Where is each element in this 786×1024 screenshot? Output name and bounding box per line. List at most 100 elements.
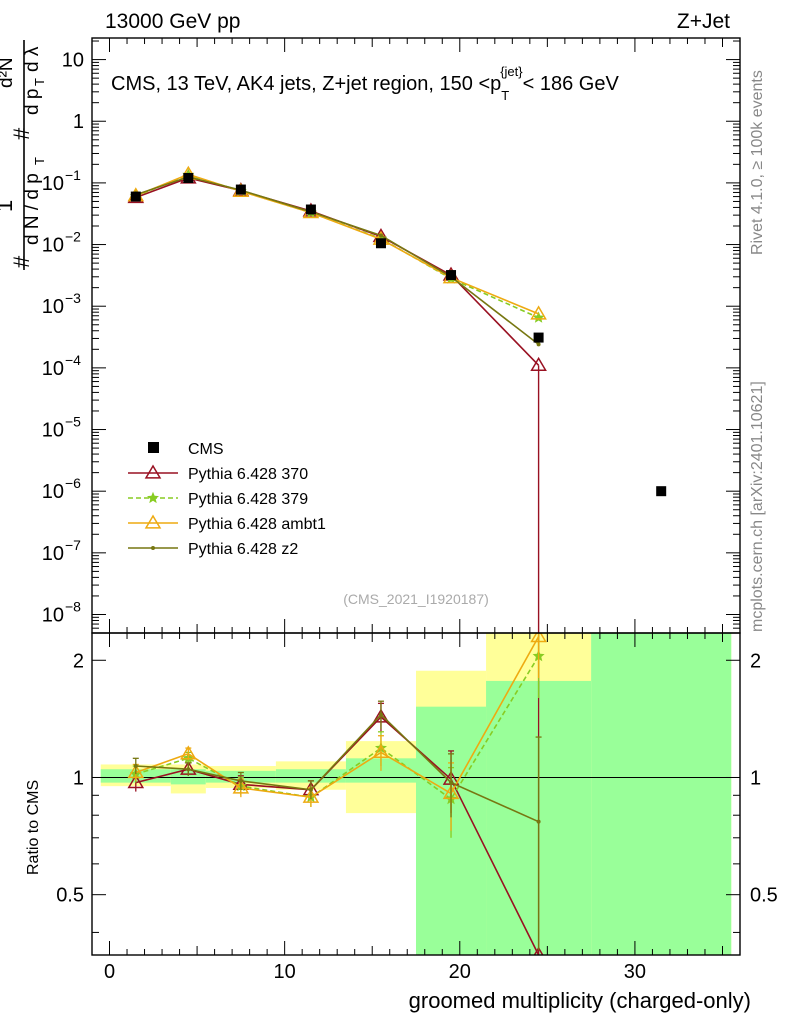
ratio-point-2-2 bbox=[232, 779, 250, 794]
x-tick-label-0: 0 bbox=[104, 961, 115, 983]
series-1 bbox=[129, 168, 545, 323]
series-2 bbox=[127, 165, 547, 320]
series-point-0-6 bbox=[530, 356, 547, 371]
ratio-point-3-4 bbox=[378, 712, 383, 717]
x-tick-label-2: 20 bbox=[449, 961, 471, 983]
x-tick-label-1: 10 bbox=[274, 961, 296, 983]
legend-item-cms: CMS bbox=[148, 441, 224, 458]
header-process: Z+Jet bbox=[677, 10, 730, 33]
ratio-bands bbox=[92, 633, 740, 955]
ratio-point-3-5 bbox=[449, 780, 454, 785]
band-green-1 bbox=[170, 769, 206, 785]
legend-item-3: Pythia 6.428 z2 bbox=[128, 541, 298, 558]
series-point-2-6 bbox=[530, 305, 547, 320]
ratio-point-2-3 bbox=[302, 788, 320, 803]
series-point-3-4 bbox=[378, 233, 383, 238]
y-tick-label-2: 10 bbox=[42, 173, 64, 195]
cms-point-0 bbox=[130, 191, 141, 202]
ratio-point-3-0 bbox=[133, 764, 138, 769]
ratio-tick-label-l-2: 0.5 bbox=[56, 885, 84, 907]
y-tick-label-8: 10 bbox=[42, 543, 64, 565]
ratio-frame bbox=[91, 632, 741, 956]
y-tick-label-9: 10 bbox=[42, 605, 64, 627]
ratio-tick-label-l-1: 1 bbox=[73, 767, 84, 789]
series-line-0 bbox=[135, 177, 540, 366]
main-y-axis-label: # d N / d p T 1 # d p T d λ d²N bbox=[0, 40, 47, 270]
cms-point-3 bbox=[305, 204, 316, 215]
legend-label-3: Pythia 6.428 z2 bbox=[188, 541, 298, 558]
y-tick-exp-6: −5 bbox=[65, 414, 81, 430]
series-point-1-6 bbox=[532, 311, 545, 323]
legend-marker-0 bbox=[144, 464, 162, 479]
y-tick-label-4: 10 bbox=[42, 296, 64, 318]
series-line-1 bbox=[135, 174, 539, 319]
y-tick-exp-5: −4 bbox=[65, 352, 81, 368]
y-tick-exp-8: −7 bbox=[65, 537, 81, 553]
y-tick-exp-2: −1 bbox=[65, 167, 81, 183]
svg-text:d N / d p: d N / d p bbox=[22, 173, 43, 245]
legend-marker-3 bbox=[151, 546, 155, 550]
svg-text:T: T bbox=[32, 78, 47, 86]
svg-text:#: # bbox=[9, 255, 34, 268]
header-energy: 13000 GeV pp bbox=[105, 10, 240, 33]
ratio-y-axis-label: Ratio to CMS bbox=[25, 780, 42, 875]
legend-label-1: Pythia 6.428 379 bbox=[188, 491, 308, 508]
svg-text:d p: d p bbox=[22, 89, 43, 115]
ratio-point-2-6 bbox=[530, 633, 547, 643]
svg-text:T: T bbox=[32, 157, 47, 165]
legend-label-2: Pythia 6.428 ambt1 bbox=[188, 516, 326, 533]
cms-point-7 bbox=[656, 486, 667, 497]
legend-item-1: Pythia 6.428 379 bbox=[128, 491, 308, 508]
y-tick-label-1: 1 bbox=[73, 111, 84, 133]
legend-label-cms: CMS bbox=[188, 441, 224, 458]
ratio-point-3-1 bbox=[186, 767, 191, 772]
ratio-tick-label-r-1: 1 bbox=[750, 767, 761, 789]
legend: CMS Pythia 6.428 370 Pythia 6.428 379 Pythi… bbox=[128, 441, 326, 558]
cms-point-2 bbox=[235, 184, 246, 195]
cms-point-1 bbox=[183, 173, 194, 184]
series-point-3-6 bbox=[536, 342, 541, 347]
series-line-2 bbox=[135, 173, 539, 315]
y-tick-label-7: 10 bbox=[42, 481, 64, 503]
cms-point-6 bbox=[533, 332, 544, 343]
cms-point-4 bbox=[375, 238, 386, 249]
y-tick-exp-4: −3 bbox=[65, 290, 81, 306]
legend-marker-cms bbox=[148, 442, 159, 453]
y-tick-exp-7: −6 bbox=[65, 475, 81, 491]
svg-text:d λ: d λ bbox=[22, 46, 43, 72]
ratio-panel bbox=[127, 633, 547, 955]
ratio-point-2-0 bbox=[127, 764, 145, 779]
ratio-point-3-2 bbox=[238, 778, 243, 783]
axes: 0 10 20 3010110−110−210−310−410−510−610−710… bbox=[42, 37, 778, 983]
y-tick-label-5: 10 bbox=[42, 358, 64, 380]
ratio-tick-label-r-2: 0.5 bbox=[750, 885, 778, 907]
ratio-tick-label-l-0: 2 bbox=[73, 650, 84, 672]
x-axis-label: groomed multiplicity (charged-only) bbox=[409, 988, 751, 1013]
ratio-point-0-6 bbox=[533, 946, 544, 955]
legend-item-0: Pythia 6.428 370 bbox=[128, 464, 308, 483]
legend-marker-2 bbox=[144, 514, 162, 529]
ratio-point-2-4 bbox=[372, 743, 390, 759]
svg-text:d²N: d²N bbox=[0, 57, 17, 88]
svg-text:1: 1 bbox=[0, 200, 17, 212]
y-tick-label-6: 10 bbox=[42, 420, 64, 442]
mcplots-label: mcplots.cern.ch [arXiv:2401.10621] bbox=[749, 381, 766, 632]
ratio-point-2-1 bbox=[180, 745, 197, 760]
x-tick-label-3: 30 bbox=[624, 961, 646, 983]
y-tick-exp-9: −8 bbox=[65, 599, 81, 615]
analysis-watermark: (CMS_2021_I1920187) bbox=[343, 591, 489, 607]
svg-text:#: # bbox=[9, 127, 34, 140]
rivet-label: Rivet 4.1.0, ≥ 100k events bbox=[749, 70, 766, 255]
series-line-3 bbox=[135, 176, 540, 346]
series-0 bbox=[127, 169, 547, 633]
legend-item-2: Pythia 6.428 ambt1 bbox=[128, 514, 326, 533]
band-green-7 bbox=[591, 633, 732, 955]
y-tick-label-3: 10 bbox=[42, 235, 64, 257]
ratio-series-3 bbox=[132, 700, 542, 951]
y-tick-label-0: 10 bbox=[62, 50, 84, 72]
series-3 bbox=[133, 174, 541, 347]
main-panel bbox=[127, 165, 667, 633]
ratio-point-3-3 bbox=[308, 787, 313, 792]
cms-point-5 bbox=[446, 270, 457, 281]
